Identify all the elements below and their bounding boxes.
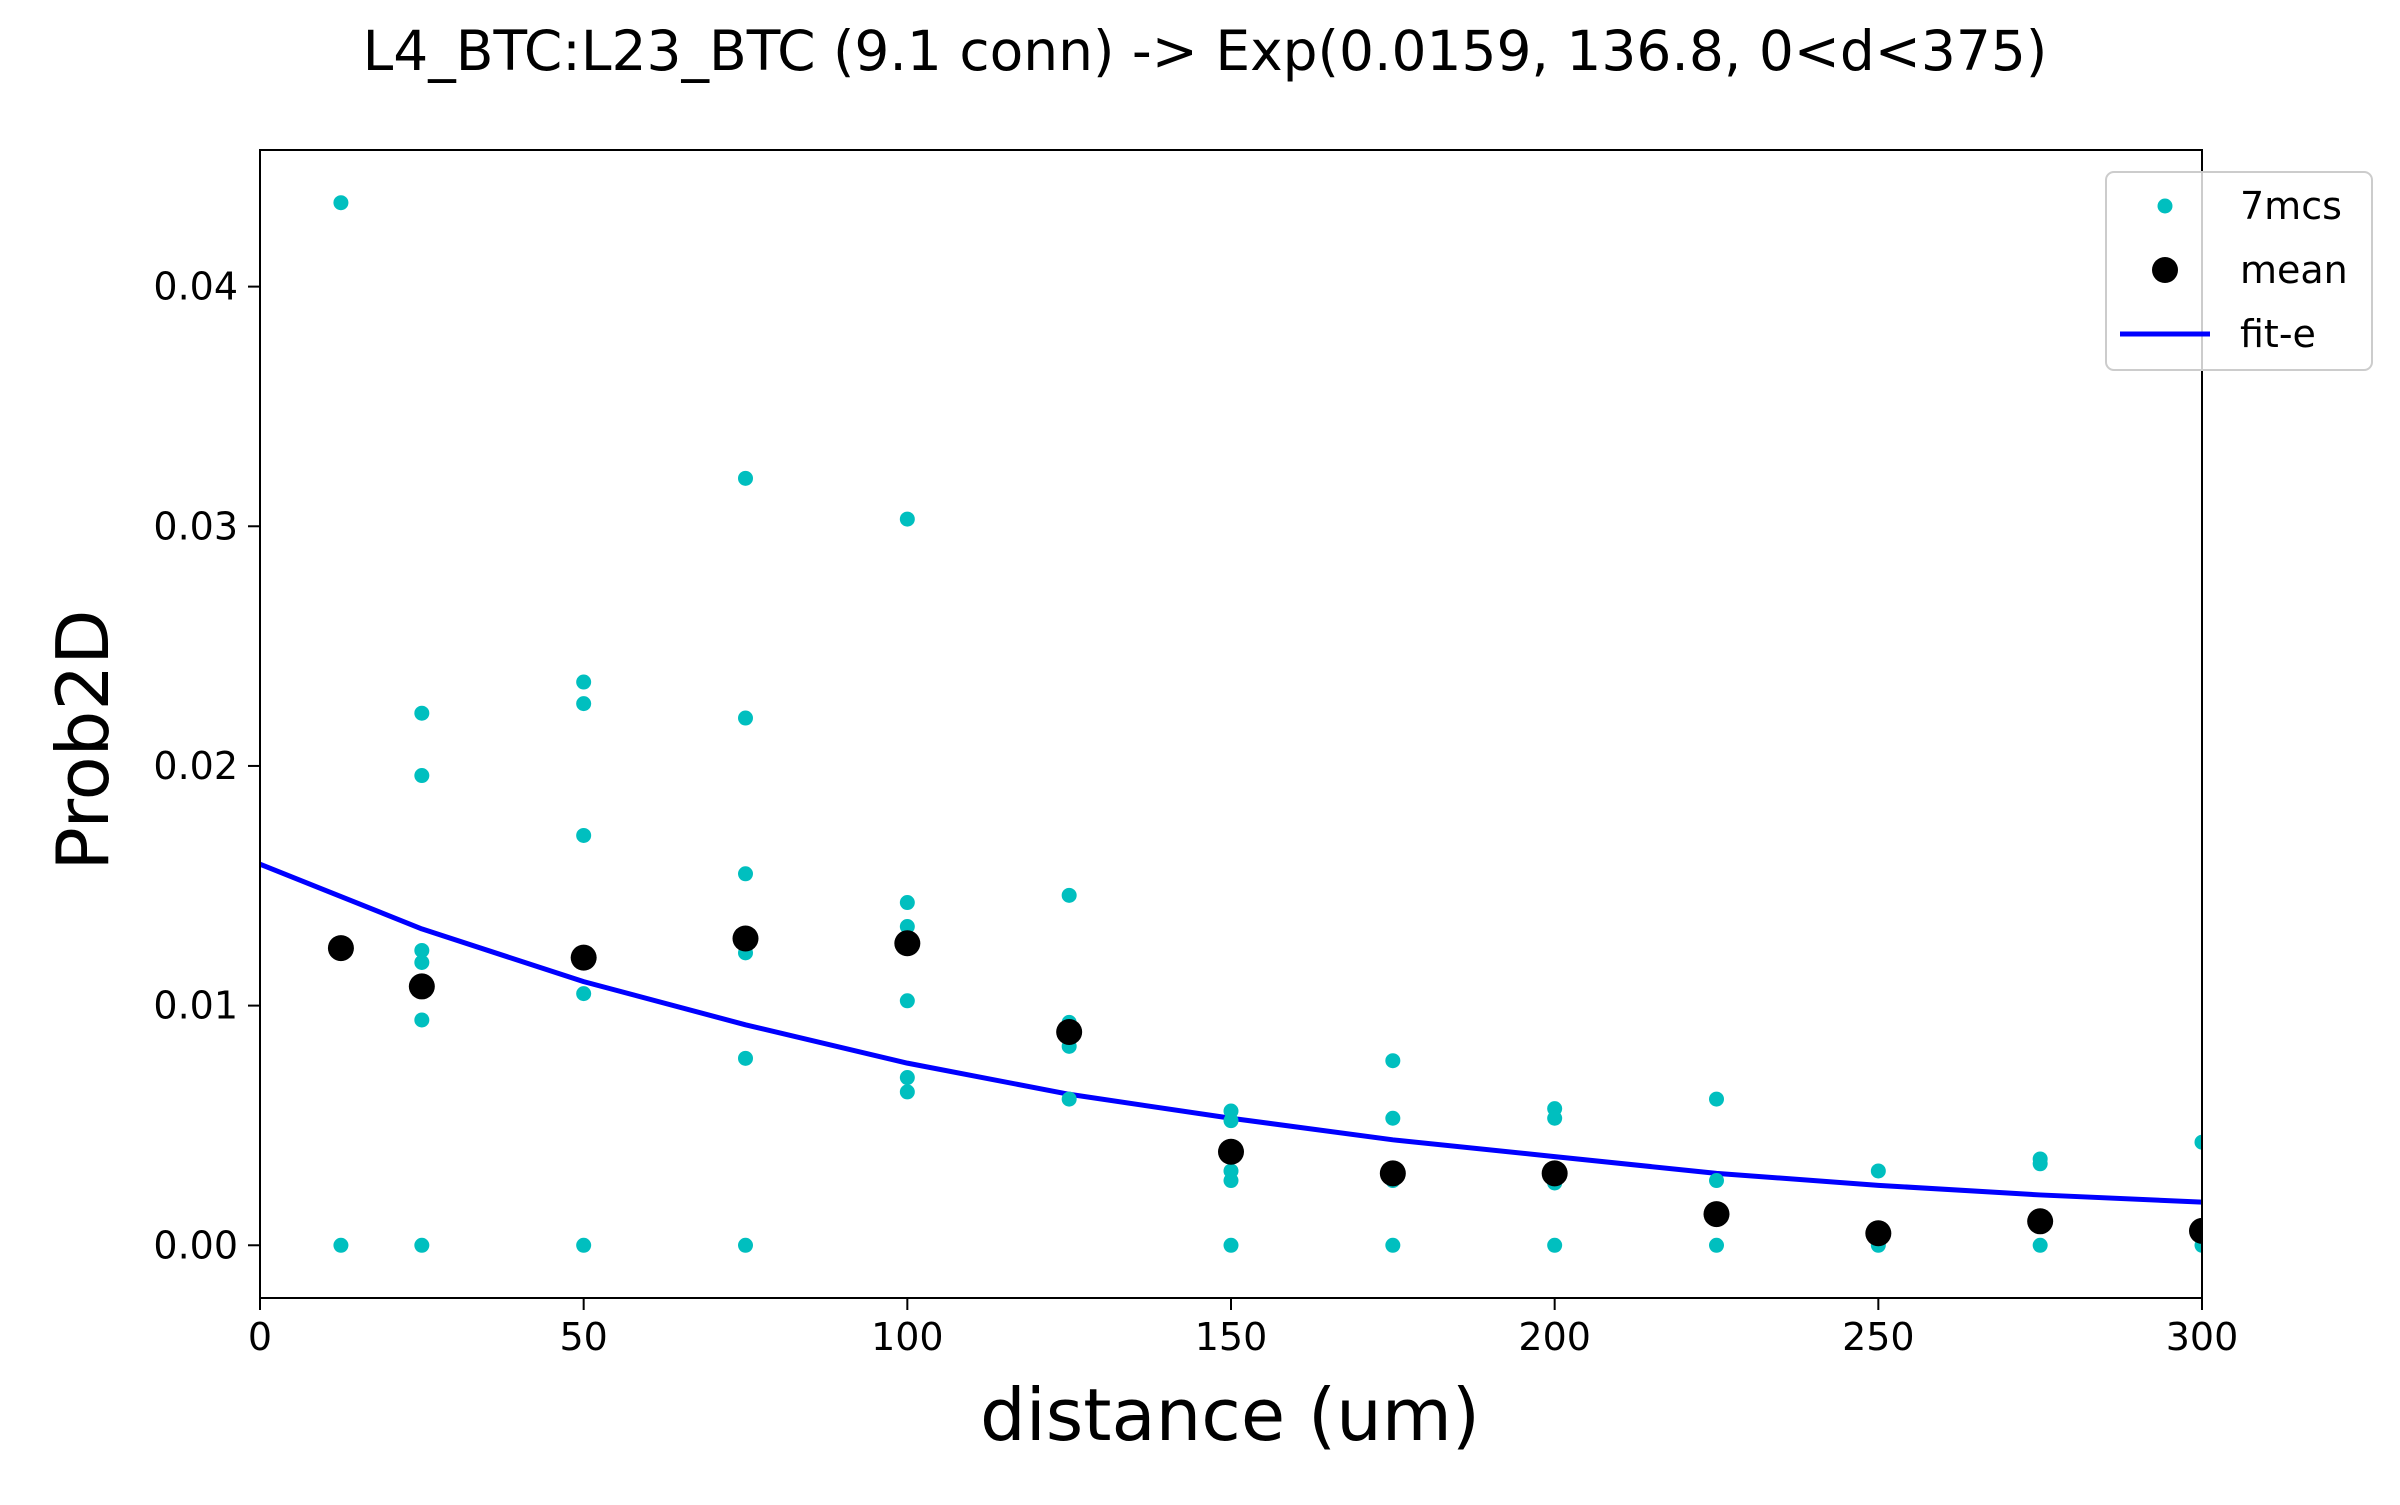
y-tick-label-2: 0.02	[153, 744, 238, 788]
legend: 7mcs mean fit-e	[2105, 171, 2373, 371]
point-mean-1	[408, 973, 435, 1000]
point-mean-7	[1379, 1160, 1406, 1187]
point-mean-3	[732, 925, 759, 952]
legend-label-fit-e: fit-e	[2240, 312, 2316, 356]
legend-frame	[2105, 171, 2373, 371]
point-7mcs-21	[899, 919, 915, 935]
point-mean-6	[1218, 1138, 1244, 1165]
point-7mcs-5	[414, 954, 430, 970]
point-7mcs-28	[1061, 1091, 1077, 1107]
point-7mcs-8	[576, 674, 592, 690]
point-7mcs-12	[576, 1237, 592, 1253]
x-tick-label-4: 200	[1518, 1315, 1591, 1359]
point-7mcs-35	[1385, 1110, 1401, 1126]
point-7mcs-20	[899, 895, 915, 911]
x-tick-label-1: 50	[559, 1315, 607, 1359]
point-mean-8	[1541, 1160, 1568, 1187]
point-7mcs-42	[1709, 1091, 1724, 1107]
point-mean-9	[1703, 1201, 1730, 1228]
point-mean-12	[2189, 1217, 2202, 1244]
point-mean-0	[327, 935, 354, 962]
point-7mcs-13	[738, 470, 753, 486]
x-tick-label-3: 150	[1195, 1315, 1268, 1359]
point-7mcs-45	[1870, 1163, 1886, 1179]
point-7mcs-4	[414, 942, 430, 958]
point-7mcs-17	[738, 1050, 753, 1066]
legend-swatch-mean	[2152, 257, 2178, 283]
point-7mcs-6	[414, 1012, 430, 1028]
point-7mcs-44	[1709, 1237, 1724, 1253]
point-7mcs-34	[1385, 1053, 1401, 1069]
point-7mcs-24	[899, 1084, 915, 1100]
legend-swatch-7mcs	[2157, 198, 2173, 214]
point-7mcs-15	[738, 866, 753, 882]
point-7mcs-18	[738, 1237, 753, 1253]
point-7mcs-10	[576, 827, 592, 843]
point-7mcs-25	[1061, 887, 1077, 903]
y-tick-label-3: 0.03	[153, 504, 238, 548]
point-7mcs-22	[899, 993, 915, 1009]
point-mean-4	[894, 930, 921, 957]
x-tick-label-2: 100	[871, 1315, 944, 1359]
x-tick-label-6: 300	[2166, 1315, 2239, 1359]
point-7mcs-11	[576, 986, 592, 1002]
point-7mcs-48	[2032, 1156, 2048, 1172]
point-7mcs-32	[1223, 1173, 1239, 1189]
point-mean-5	[1056, 1018, 1083, 1045]
x-tick-label-5: 250	[1842, 1315, 1915, 1359]
y-tick-label-0: 0.00	[153, 1223, 238, 1267]
point-7mcs-30	[1223, 1113, 1239, 1129]
point-7mcs-7	[414, 1237, 430, 1253]
point-7mcs-43	[1709, 1173, 1724, 1189]
y-tick-label-1: 0.01	[153, 984, 238, 1028]
point-7mcs-41	[1547, 1237, 1563, 1253]
point-7mcs-2	[414, 705, 430, 721]
axes-layer: 0 50 100 150 200 250 300 0.00 0.01 0.02 0.03 0.04	[153, 149, 2239, 1359]
point-7mcs-14	[738, 710, 753, 726]
point-7mcs-23	[899, 1070, 915, 1086]
x-axis-label: distance (um)	[980, 1373, 1480, 1457]
series-layer	[260, 195, 2202, 1253]
point-mean-10	[1865, 1220, 1892, 1247]
point-mean-11	[2027, 1208, 2054, 1235]
point-7mcs-33	[1223, 1237, 1239, 1253]
point-7mcs-39	[1547, 1110, 1563, 1126]
point-7mcs-1	[333, 1237, 349, 1253]
point-mean-2	[570, 944, 597, 971]
legend-label-mean: mean	[2240, 248, 2348, 292]
point-7mcs-50	[2194, 1134, 2202, 1150]
point-7mcs-37	[1385, 1237, 1401, 1253]
chart-title: L4_BTC:L23_BTC (9.1 conn) -> Exp(0.0159,…	[363, 19, 2048, 83]
y-axis-label: Prob2D	[41, 609, 125, 870]
point-7mcs-9	[576, 696, 592, 712]
point-7mcs-0	[333, 195, 349, 211]
point-7mcs-49	[2032, 1237, 2048, 1253]
point-7mcs-3	[414, 768, 430, 784]
y-tick-label-4: 0.04	[153, 265, 238, 309]
legend-label-7mcs: 7mcs	[2240, 184, 2342, 228]
point-7mcs-19	[899, 511, 915, 527]
x-tick-label-0: 0	[248, 1315, 272, 1359]
